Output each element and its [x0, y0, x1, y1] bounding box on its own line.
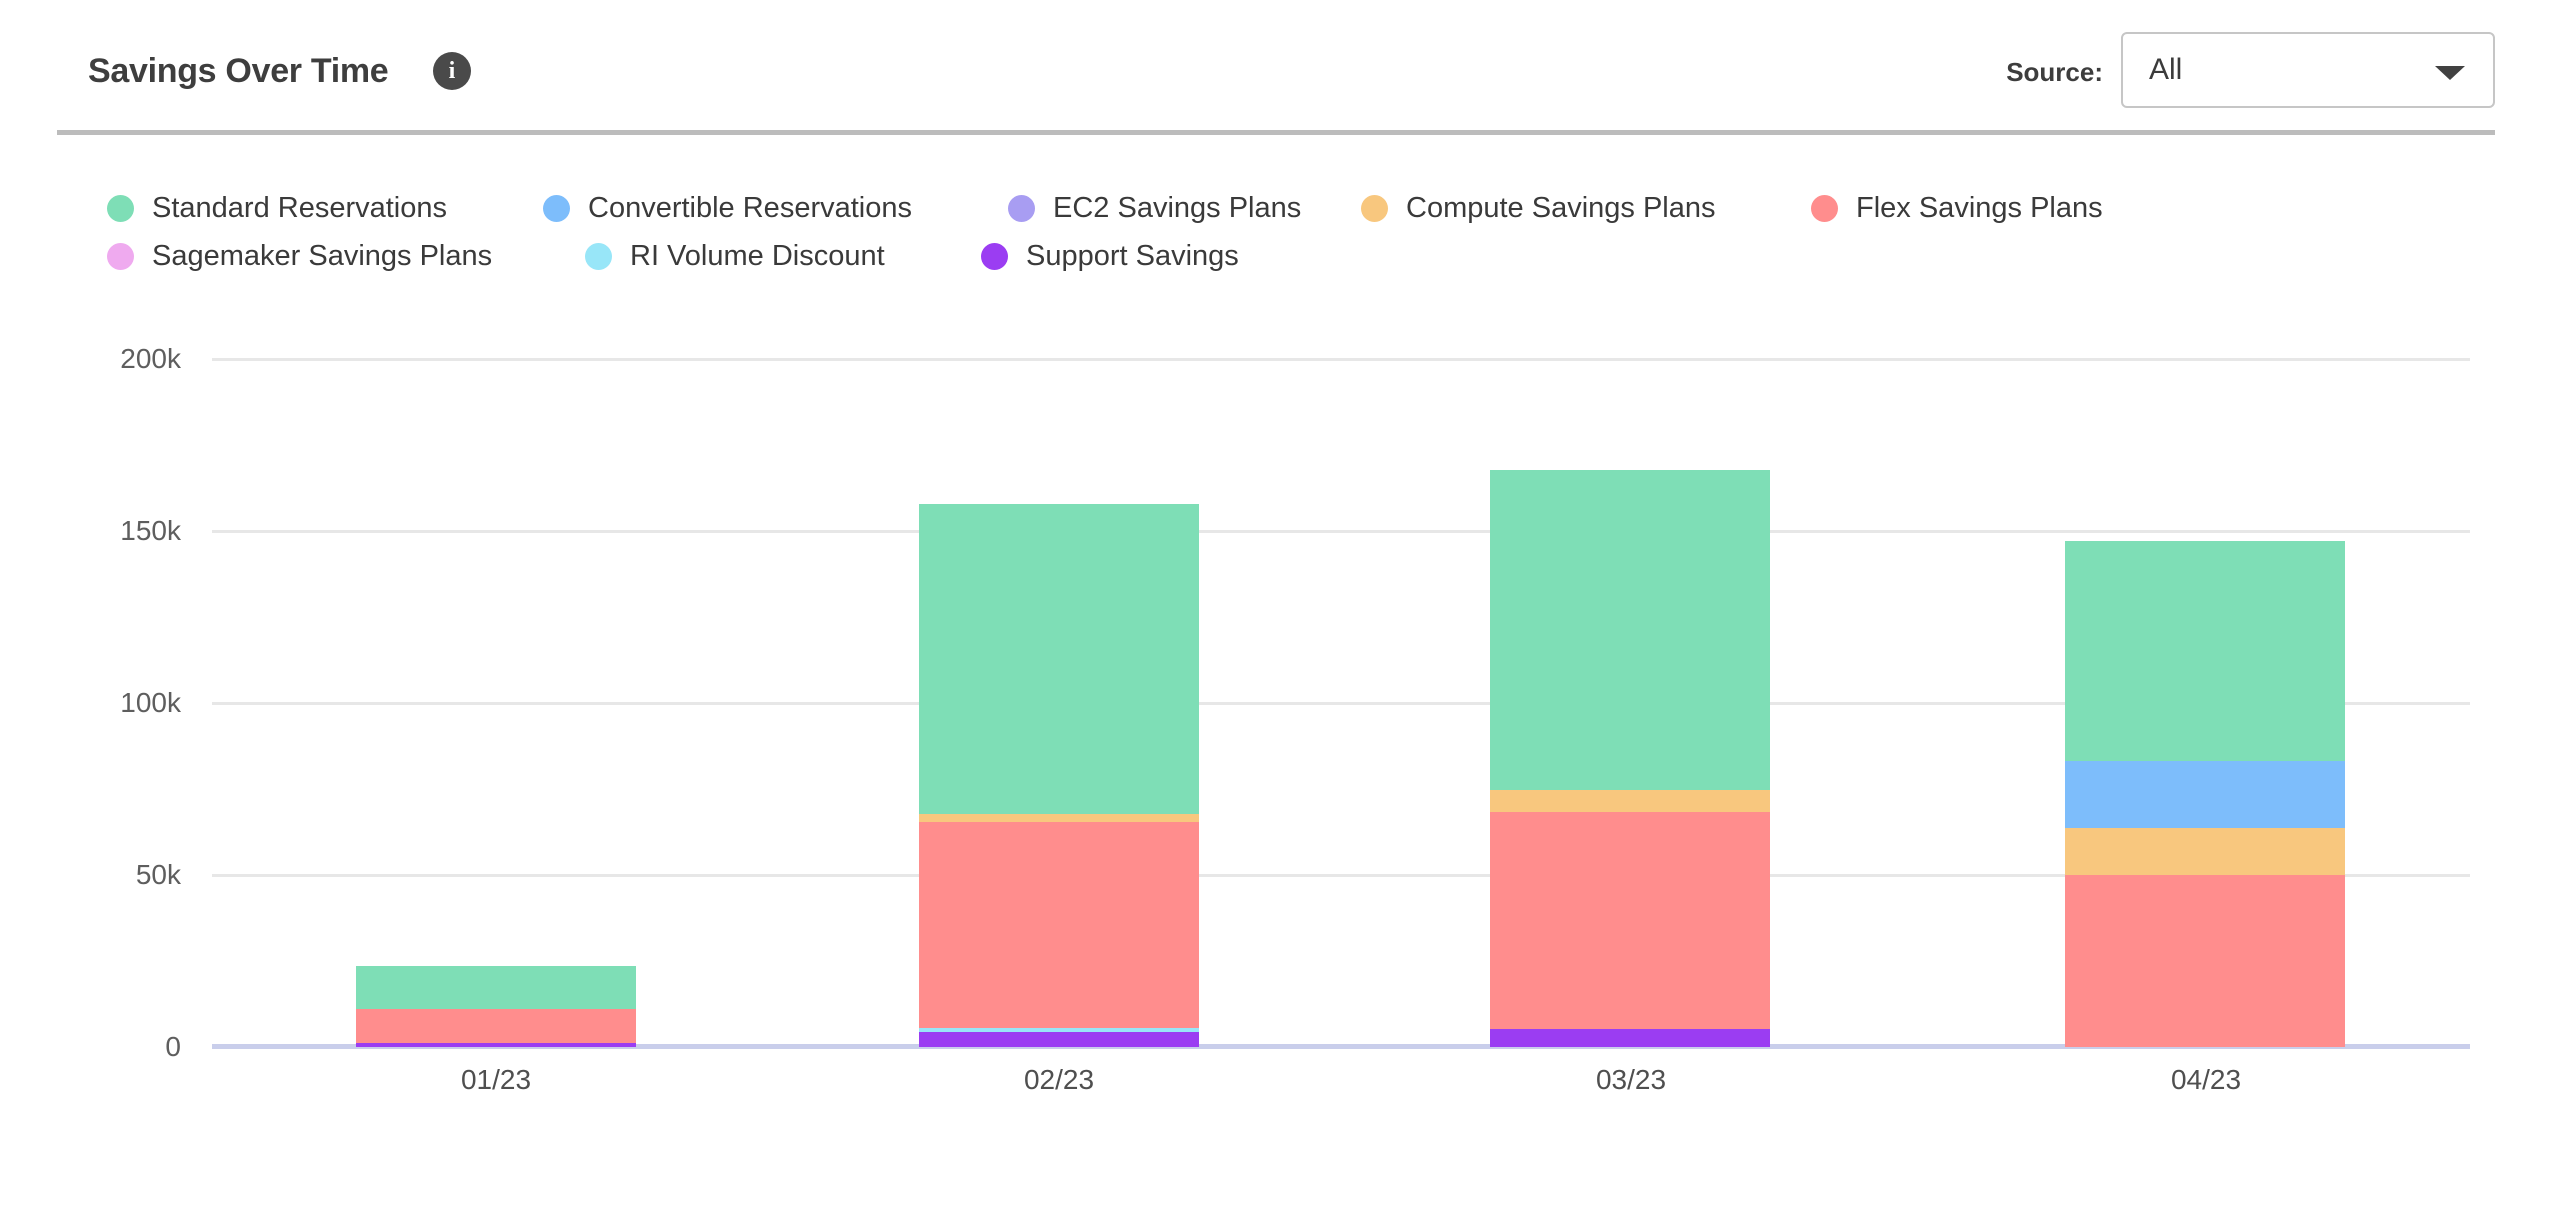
x-tick-label: 03/23 [1595, 1064, 1667, 1095]
bar-segment[interactable] [1490, 812, 1770, 1029]
bar-segment[interactable] [919, 814, 1199, 822]
legend-label: Support Savings [1026, 240, 1239, 272]
legend-label: Sagemaker Savings Plans [152, 240, 493, 272]
legend-item[interactable]: Convertible Reservations [543, 191, 912, 225]
plot-area [212, 358, 2470, 1049]
legend-item[interactable]: EC2 Savings Plans [1008, 191, 1301, 225]
x-axis-baseline [212, 1044, 2470, 1049]
source-label: Source: [2006, 57, 2103, 87]
bar-01/23 [356, 966, 636, 1047]
legend-label: RI Volume Discount [630, 240, 885, 272]
legend-label: EC2 Savings Plans [1053, 192, 1302, 224]
y-tick-label: 0 [165, 1031, 181, 1062]
legend-item[interactable]: Flex Savings Plans [1811, 191, 2103, 225]
chevron-down-icon [2435, 66, 2465, 80]
info-icon[interactable]: i [433, 52, 471, 90]
y-tick-label: 50k [135, 859, 181, 890]
bar-segment[interactable] [919, 1032, 1199, 1047]
legend-label: Flex Savings Plans [1856, 192, 2103, 224]
legend-dot-icon [1811, 194, 1838, 222]
bar-segment[interactable] [2065, 828, 2345, 875]
gridline [212, 530, 2470, 533]
bar-segment[interactable] [356, 1009, 636, 1043]
bar-04/23 [2065, 541, 2345, 1047]
legend-item[interactable]: Standard Reservations [107, 191, 447, 225]
y-tick-label: 100k [120, 687, 181, 718]
bar-segment[interactable] [2065, 761, 2345, 828]
bar-segment[interactable] [1490, 1029, 1770, 1047]
bar-segment[interactable] [2065, 875, 2345, 1047]
gridline [212, 702, 2470, 705]
page-title: Savings Over Time [88, 52, 389, 90]
y-tick-label: 200k [120, 343, 181, 374]
legend-item[interactable]: RI Volume Discount [585, 239, 885, 273]
legend-dot-icon [585, 242, 612, 270]
legend-label: Compute Savings Plans [1406, 192, 1716, 224]
gridline [212, 874, 2470, 877]
source-select[interactable]: All [2121, 32, 2495, 108]
x-tick-label: 02/23 [1023, 1064, 1095, 1095]
x-tick-label: 04/23 [2170, 1064, 2242, 1095]
bar-segment[interactable] [919, 504, 1199, 814]
source-select-value: All [2149, 53, 2183, 86]
gridline [212, 358, 2470, 361]
bar-segment[interactable] [1490, 790, 1770, 812]
header-divider [57, 130, 2495, 135]
legend-dot-icon [981, 242, 1008, 270]
legend-item[interactable]: Sagemaker Savings Plans [107, 239, 492, 273]
bar-segment[interactable] [919, 822, 1199, 1028]
y-tick-label: 150k [120, 515, 181, 546]
bar-02/23 [919, 504, 1199, 1047]
bar-segment[interactable] [2065, 541, 2345, 761]
bar-segment[interactable] [356, 966, 636, 1009]
legend-label: Convertible Reservations [588, 192, 912, 224]
bar-segment[interactable] [919, 1028, 1199, 1032]
legend-dot-icon [1361, 194, 1388, 222]
legend-dot-icon [1008, 194, 1035, 222]
legend-label: Standard Reservations [152, 192, 447, 224]
legend-item[interactable]: Support Savings [981, 239, 1239, 273]
legend-item[interactable]: Compute Savings Plans [1361, 191, 1716, 225]
bar-segment[interactable] [356, 1043, 636, 1047]
legend-dot-icon [107, 194, 134, 222]
x-tick-label: 01/23 [460, 1064, 532, 1095]
bar-segment[interactable] [1490, 470, 1770, 790]
bar-03/23 [1490, 470, 1770, 1047]
legend-dot-icon [107, 242, 134, 270]
legend-dot-icon [543, 194, 570, 222]
